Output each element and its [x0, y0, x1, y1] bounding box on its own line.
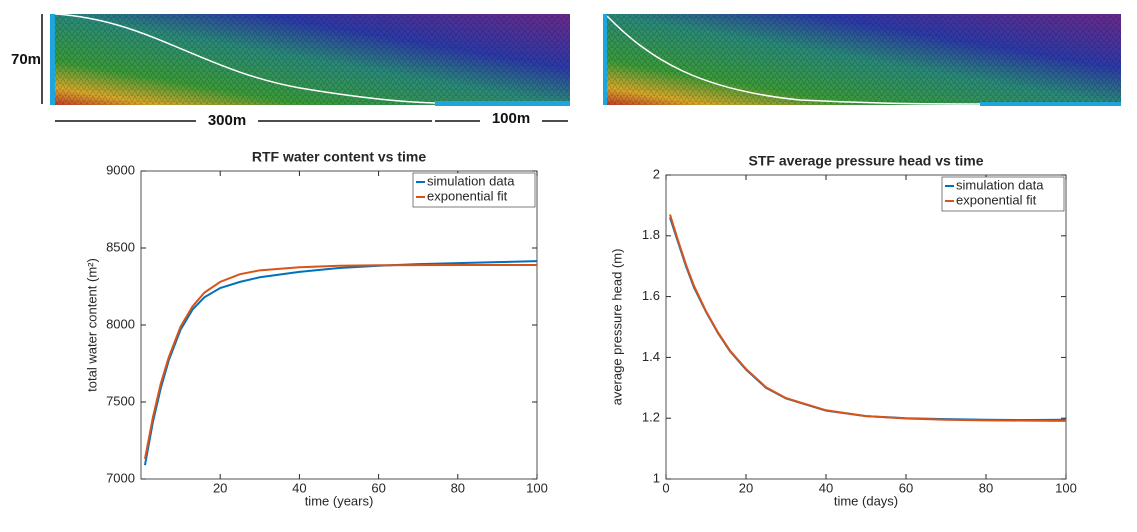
y-tick-label: 2	[653, 166, 660, 181]
y-tick-label: 7500	[106, 393, 135, 408]
y-tick-label: 7000	[106, 470, 135, 485]
plot-area	[665, 174, 1067, 480]
left-domain: 70m 300m 100m	[11, 13, 570, 130]
y-tick-label: 9000	[106, 162, 135, 177]
y-tick-label: 1.2	[642, 410, 660, 425]
plot-area	[140, 170, 538, 480]
legend-label: exponential fit	[956, 192, 1037, 207]
y-tick-label: 1	[653, 470, 660, 485]
chart: 7000 7500 8000 8500 9000 20 40 60 80 100 RTF water…	[84, 149, 547, 509]
height-label: 70m	[11, 51, 41, 68]
x-tick-label: 20	[739, 480, 753, 495]
y-tick-label: 8500	[106, 239, 135, 254]
legend-label: simulation data	[427, 173, 515, 188]
x-tick-label: 60	[899, 480, 913, 495]
line	[143, 260, 538, 466]
chart-title: STF average pressure head vs time	[749, 153, 984, 169]
legend-label: exponential fit	[427, 188, 508, 203]
x-tick-label: 40	[819, 480, 833, 495]
legend-box	[941, 176, 1065, 212]
x-tick-label: 40	[292, 480, 306, 495]
length-label: 100m	[492, 110, 530, 127]
y-axis-label: total water content (m²)	[84, 258, 99, 392]
legend-label: simulation data	[956, 177, 1044, 192]
x-tick-label: 80	[451, 480, 465, 495]
y-tick-label: 1.8	[642, 227, 660, 242]
right-domain	[603, 14, 1121, 106]
y-tick-label: 8000	[106, 316, 135, 331]
x-tick-label: 60	[371, 480, 385, 495]
legend-box	[412, 172, 536, 208]
y-tick-label: 1.4	[642, 349, 660, 364]
line	[669, 214, 1067, 422]
x-tick-label: 100	[526, 480, 548, 495]
y-axis-label: average pressure head (m)	[609, 249, 624, 406]
x-tick-label: 80	[979, 480, 993, 495]
x-tick-label: 20	[213, 480, 227, 495]
y-tick-label: 1.6	[642, 288, 660, 303]
length-label: 300m	[208, 112, 246, 129]
x-tick-label: 100	[1055, 480, 1077, 495]
chart-title: RTF water content vs time	[252, 149, 426, 165]
x-tick-label: 0	[662, 480, 669, 495]
x-axis-label: time (days)	[834, 493, 898, 508]
x-axis-label: time (years)	[305, 493, 374, 508]
line	[143, 263, 537, 460]
